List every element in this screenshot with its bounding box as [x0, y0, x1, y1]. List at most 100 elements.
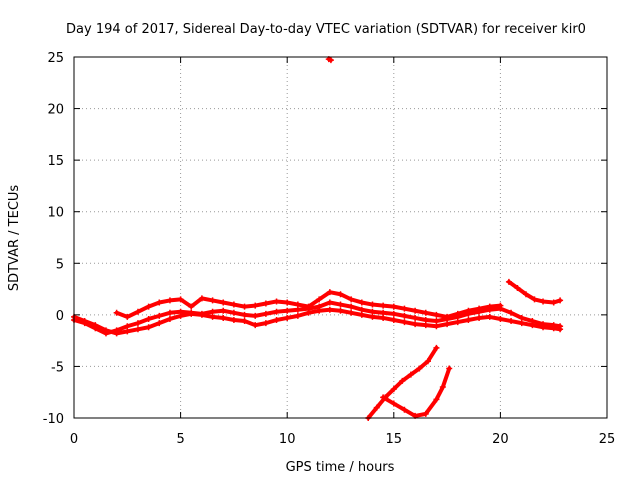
data-point [390, 303, 397, 310]
data-point [401, 312, 408, 319]
data-point [294, 301, 301, 308]
data-point [550, 325, 557, 332]
data-point [557, 297, 564, 304]
data-point [262, 300, 269, 307]
data-point [531, 296, 538, 303]
data-point [284, 307, 291, 314]
data-point [476, 305, 483, 312]
data-point [433, 344, 440, 351]
series-3 [505, 278, 564, 306]
data-point [348, 303, 355, 310]
data-point [529, 322, 536, 329]
y-tick-label: -10 [43, 412, 64, 427]
data-point [134, 320, 141, 327]
data-point [220, 314, 227, 321]
data-point [209, 313, 216, 320]
y-axis-label: SDTVAR / TECUs [7, 185, 22, 292]
data-point [508, 318, 515, 325]
data-point [465, 307, 472, 314]
data-point [540, 324, 547, 331]
y-axis-ticks: -10 -5 0 5 10 15 20 25 [43, 51, 607, 427]
y-tick-label: 5 [56, 257, 64, 272]
data-point [550, 299, 557, 306]
data-point [433, 396, 440, 403]
data-point [518, 314, 525, 321]
data-point [390, 310, 397, 317]
data-point [316, 296, 323, 303]
data-point [424, 358, 431, 365]
data-point [230, 309, 237, 316]
data-point [454, 310, 461, 317]
data-point [486, 303, 493, 310]
data-point [476, 314, 483, 321]
grid-lines [74, 57, 607, 418]
data-point [497, 302, 504, 309]
data-point [326, 306, 333, 313]
data-point [433, 323, 440, 330]
data-point [252, 302, 259, 309]
data-point [134, 326, 141, 333]
data-point [380, 309, 387, 316]
chart-title: Day 194 of 2017, Sidereal Day-to-day VTE… [66, 22, 586, 37]
data-point [412, 321, 419, 328]
data-point [465, 317, 472, 324]
data-point [124, 328, 131, 335]
data-point [124, 323, 131, 330]
data-point [134, 308, 141, 315]
data-point [284, 299, 291, 306]
data-point [241, 311, 248, 318]
x-tick-label: 5 [176, 432, 184, 447]
data-point [124, 313, 131, 320]
data-point [305, 303, 312, 310]
data-point [177, 296, 184, 303]
plot-frame [73, 56, 608, 419]
data-point [145, 324, 152, 331]
series-1 [71, 306, 564, 337]
data-point [373, 404, 380, 411]
data-point [358, 311, 365, 318]
data-point [241, 303, 248, 310]
data-point [177, 312, 184, 319]
data-point [514, 285, 521, 292]
data-point [166, 315, 173, 322]
data-point [252, 312, 259, 319]
data-point [220, 307, 227, 314]
data-point [188, 310, 195, 317]
data-point [305, 309, 312, 316]
data-point [401, 319, 408, 326]
data-point [401, 406, 408, 413]
y-tick-label: 10 [47, 206, 64, 221]
data-point [166, 297, 173, 304]
data-point [422, 309, 429, 316]
data-point [505, 278, 512, 285]
data-point [337, 291, 344, 298]
x-tick-label: 20 [492, 432, 509, 447]
data-point [273, 308, 280, 315]
data-point [145, 303, 152, 310]
data-point [156, 312, 163, 319]
data-point [518, 320, 525, 327]
data-point [399, 377, 406, 384]
data-point [198, 311, 205, 318]
data-point [380, 394, 387, 401]
x-axis-label: GPS time / hours [286, 460, 395, 475]
data-point [422, 322, 429, 329]
data-point [380, 314, 387, 321]
data-point [273, 317, 280, 324]
data-point [433, 318, 440, 325]
data-point [416, 365, 423, 372]
data-point [444, 321, 451, 328]
data-point [294, 312, 301, 319]
data-point [348, 296, 355, 303]
data-point [369, 301, 376, 308]
series-layer [71, 56, 564, 421]
y-tick-label: 25 [47, 51, 64, 66]
y-tick-label: 15 [47, 154, 64, 169]
data-point [433, 311, 440, 318]
data-point [102, 327, 109, 334]
data-point [422, 410, 429, 417]
series-5 [380, 365, 453, 419]
x-tick-label: 0 [70, 432, 78, 447]
x-tick-label: 15 [386, 432, 403, 447]
